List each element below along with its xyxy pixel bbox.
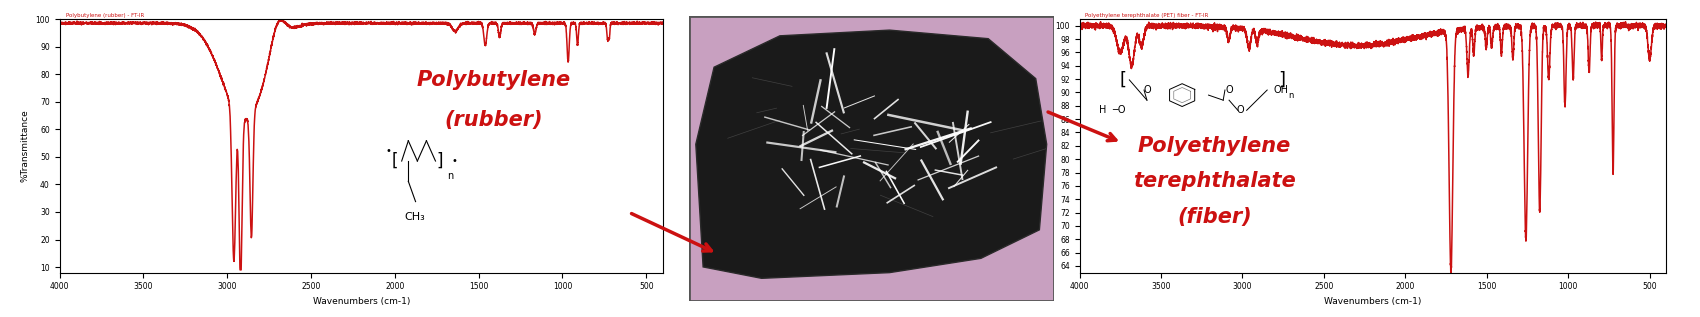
Text: O: O — [1226, 85, 1232, 95]
Text: (rubber): (rubber) — [445, 110, 544, 131]
X-axis label: Wavenumbers (cm-1): Wavenumbers (cm-1) — [313, 297, 410, 306]
Text: (fiber): (fiber) — [1176, 207, 1251, 227]
Text: [: [ — [1120, 71, 1127, 89]
Text: Polybutylene: Polybutylene — [416, 70, 571, 90]
X-axis label: Wavenumbers (cm-1): Wavenumbers (cm-1) — [1324, 297, 1421, 306]
Text: ]: ] — [1278, 71, 1285, 89]
Polygon shape — [695, 30, 1047, 278]
Text: O: O — [1238, 105, 1244, 115]
Text: OH: OH — [1273, 85, 1289, 95]
Text: ─O: ─O — [1112, 105, 1125, 115]
Text: Polyethylene terephthalate (PET) fiber - FT-IR: Polyethylene terephthalate (PET) fiber -… — [1085, 13, 1209, 18]
Text: [: [ — [391, 152, 398, 170]
Text: Polybutylene (rubber) - FT-IR: Polybutylene (rubber) - FT-IR — [66, 13, 144, 18]
Text: H: H — [1100, 105, 1107, 115]
Text: •: • — [386, 146, 391, 156]
Text: n: n — [447, 171, 454, 181]
Text: terephthalate: terephthalate — [1132, 171, 1295, 191]
Text: ]: ] — [437, 152, 444, 170]
Text: n: n — [1289, 91, 1294, 100]
Text: CH₃: CH₃ — [405, 212, 425, 222]
Text: O: O — [1142, 85, 1151, 95]
Text: Polyethylene: Polyethylene — [1137, 136, 1290, 156]
Text: •: • — [452, 156, 457, 166]
Y-axis label: %Transmittance: %Transmittance — [20, 109, 29, 182]
